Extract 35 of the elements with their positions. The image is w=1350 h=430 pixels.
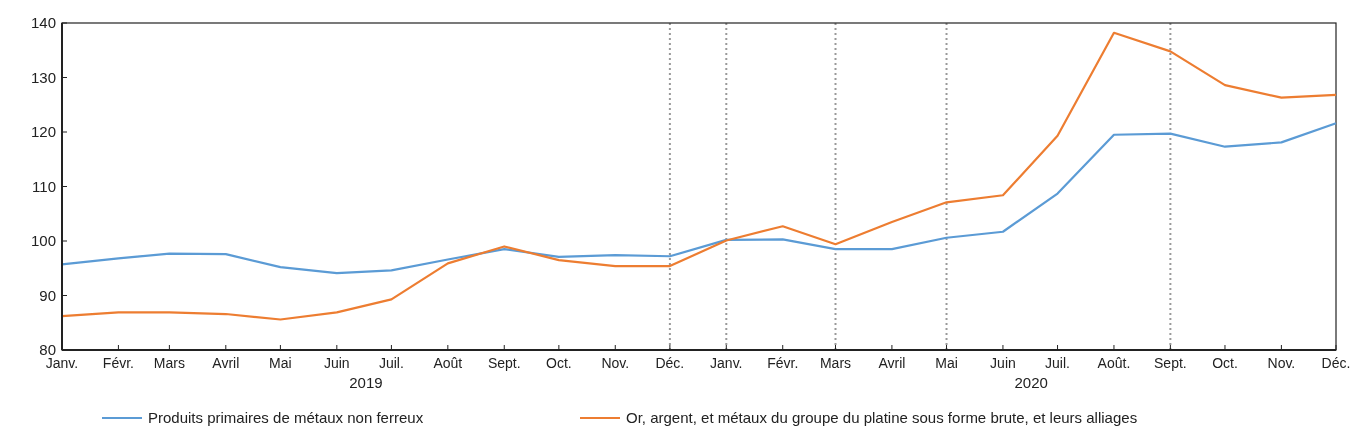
x-tick-label: Nov. [1267,355,1296,371]
line-series [60,122,1338,275]
y-tick-label: 100 [30,232,56,250]
y-tick-label: 130 [30,68,56,86]
x-tick-label: Juil. [1045,355,1070,371]
y-tick-label: 140 [30,14,56,32]
text: 2020 [1014,374,1048,391]
line-series [60,31,1338,321]
text: 2019 [349,374,383,391]
x-tick-label: Août [433,355,463,371]
x-tick-label: Avril [212,355,240,371]
x-tick-label: Mai [935,355,958,371]
x-tick-label: Déc. [1321,355,1350,371]
x-tick-label: Juin [323,355,350,371]
x-tick-label: Mai [269,355,292,371]
x-tick-label: Nov. [601,355,630,371]
x-tick-label: Févr. [767,355,799,371]
x-tick-label: Sept. [1154,355,1187,371]
x-tick-label: Mars [153,355,185,371]
x-tick-label: Févr. [102,355,134,371]
x-tick-label: Juin [990,355,1016,371]
legend-label: Or, argent, et métaux du groupe du platine sous forme brute, et leurs alliages [626,409,1138,427]
legend-label: Produits primaires de métaux non ferreux [148,409,424,427]
x-tick-label: Mars [819,355,852,371]
y-tick-label: 90 [39,286,56,304]
x-tick-label: Juil. [378,355,404,371]
x-tick-label: Avril [878,355,906,371]
x-tick-label: Oct. [546,355,572,371]
x-tick-label: Sept. [487,355,521,371]
y-tick-label: 110 [32,177,56,195]
x-tick-label: Août. [1097,355,1131,371]
x-tick-label: Déc. [655,355,685,371]
y-tick-label: 120 [30,123,56,141]
x-tick-label: Oct. [1212,355,1238,371]
x-tick-label: Janv. [710,355,743,371]
